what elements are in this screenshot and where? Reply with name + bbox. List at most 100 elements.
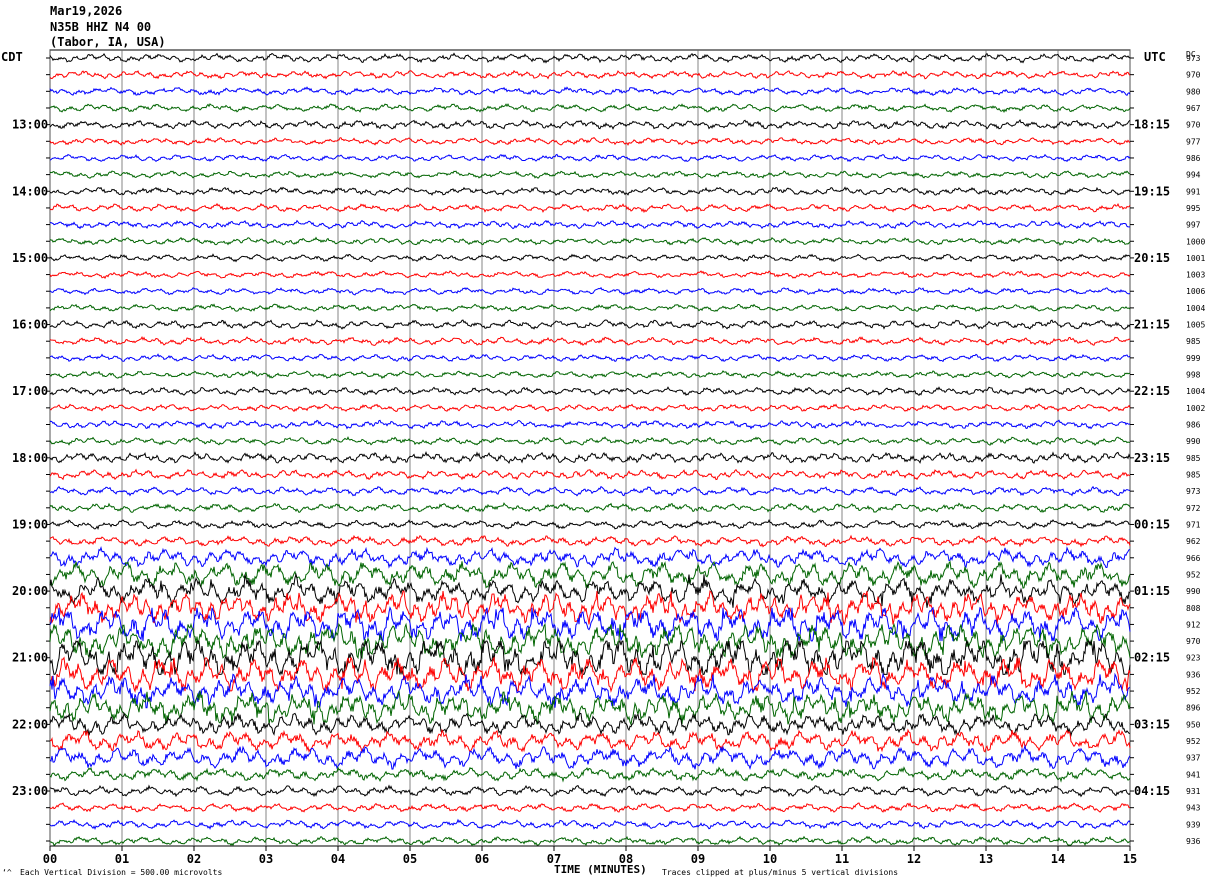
dc-offset-label: 943	[1186, 804, 1201, 813]
right-time-label: 22:15	[1134, 384, 1170, 398]
x-tick-label: 05	[403, 852, 417, 866]
date-label: Mar19,2026	[50, 4, 123, 18]
seismic-trace	[49, 606, 1131, 643]
right-time-label: 20:15	[1134, 251, 1170, 265]
x-tick-label: 01	[115, 852, 129, 866]
dc-offset-label: 990	[1186, 587, 1201, 596]
left-time-label: 19:00	[12, 517, 48, 531]
left-time-label: 21:00	[12, 651, 48, 665]
plot-frame	[49, 49, 1131, 847]
dc-offset-label: 990	[1186, 437, 1201, 446]
seismic-trace	[49, 485, 1131, 497]
seismic-trace	[49, 52, 1131, 64]
dc-offset-label: 970	[1186, 121, 1201, 130]
dc-offset-label: 986	[1186, 421, 1201, 430]
dc-offset-label: 991	[1186, 187, 1201, 196]
x-tick-label: 09	[691, 852, 705, 866]
dc-offset-label: 986	[1186, 154, 1201, 163]
dc-offset-label: 997	[1186, 221, 1201, 230]
dc-label: DC	[1186, 50, 1196, 59]
dc-offset-label: 1001	[1186, 254, 1205, 263]
right-time-label: 00:15	[1134, 517, 1170, 531]
left-time-label: 14:00	[12, 184, 48, 198]
left-timezone-label: CDT	[1, 50, 23, 64]
dc-offset-label: 1004	[1186, 304, 1205, 313]
seismic-trace	[49, 353, 1131, 363]
seismic-trace	[49, 186, 1131, 196]
right-time-label: 03:15	[1134, 717, 1170, 731]
seismic-trace	[49, 818, 1131, 830]
dc-offset-label: 939	[1186, 820, 1201, 829]
seismic-trace	[49, 802, 1131, 813]
dc-offset-label: 972	[1186, 504, 1201, 513]
seismic-trace	[49, 103, 1131, 114]
seismic-trace	[49, 436, 1131, 447]
x-tick-label: 15	[1123, 852, 1137, 866]
seismic-trace	[49, 835, 1131, 847]
x-tick-label: 06	[475, 852, 489, 866]
seismogram-traces	[49, 52, 1131, 847]
seismic-trace	[49, 744, 1131, 771]
x-tick-label: 10	[763, 852, 777, 866]
dc-offset-label: 1004	[1186, 387, 1205, 396]
seismic-trace	[49, 386, 1131, 397]
dc-offset-label: 970	[1186, 637, 1201, 646]
seismic-trace	[49, 286, 1131, 296]
dc-offset-label: 980	[1186, 87, 1201, 96]
seismic-trace	[49, 303, 1131, 313]
dc-offset-label: 1000	[1186, 237, 1205, 246]
seismic-trace	[49, 545, 1131, 569]
left-time-label: 20:00	[12, 584, 48, 598]
left-time-label: 23:00	[12, 784, 48, 798]
dc-offset-label: 971	[1186, 520, 1201, 529]
dc-offset-label: 973	[1186, 54, 1201, 63]
x-tick-label: 11	[835, 852, 849, 866]
dc-offset-label: 952	[1186, 737, 1201, 746]
x-tick-label: 04	[331, 852, 345, 866]
left-time-label: 18:00	[12, 451, 48, 465]
right-time-label: 01:15	[1134, 584, 1170, 598]
seismic-trace	[49, 672, 1131, 709]
x-tick-label: 02	[187, 852, 201, 866]
seismic-trace	[49, 622, 1131, 660]
dc-offset-label: 962	[1186, 537, 1201, 546]
location-label: (Tabor, IA, USA)	[50, 35, 166, 49]
x-tick-label: 07	[547, 852, 561, 866]
seismic-trace	[49, 728, 1131, 754]
seismic-trace	[49, 403, 1131, 413]
seismic-trace	[49, 656, 1131, 693]
seismic-trace	[49, 236, 1131, 247]
right-time-label: 19:15	[1134, 184, 1170, 198]
dc-offset-label: 967	[1186, 104, 1201, 113]
dc-offset-label: 970	[1186, 71, 1201, 80]
dc-offset-label: 1006	[1186, 287, 1205, 296]
dc-offset-label: 977	[1186, 137, 1201, 146]
seismic-trace	[49, 170, 1131, 179]
dc-offset-label: 966	[1186, 554, 1201, 563]
seismic-trace	[49, 370, 1131, 380]
seismic-trace	[49, 534, 1131, 548]
seismic-trace	[49, 689, 1131, 727]
seismic-trace	[49, 336, 1131, 347]
seismic-trace	[49, 319, 1131, 330]
seismic-trace	[49, 219, 1131, 230]
dc-offset-label: 1003	[1186, 271, 1205, 280]
x-tick-label: 14	[1051, 852, 1065, 866]
x-axis-title: TIME (MINUTES)	[554, 863, 647, 876]
dc-offset-label: 952	[1186, 570, 1201, 579]
right-time-label: 23:15	[1134, 451, 1170, 465]
dc-offset-label: 1002	[1186, 404, 1205, 413]
x-tick-label: 13	[979, 852, 993, 866]
seismic-trace	[49, 590, 1131, 627]
dc-offset-label: 985	[1186, 337, 1201, 346]
clip-note: Traces clipped at plus/minus 5 vertical …	[662, 868, 899, 877]
scale-note: Each Vertical Division = 500.00 microvol…	[20, 868, 223, 877]
plot-grid	[46, 49, 1134, 851]
seismic-trace	[49, 419, 1131, 430]
footer-marker: ‘^	[2, 868, 12, 877]
seismic-trace	[49, 86, 1131, 97]
seismic-trace	[49, 69, 1131, 80]
left-time-label: 13:00	[12, 118, 48, 132]
seismic-trace	[49, 766, 1131, 783]
